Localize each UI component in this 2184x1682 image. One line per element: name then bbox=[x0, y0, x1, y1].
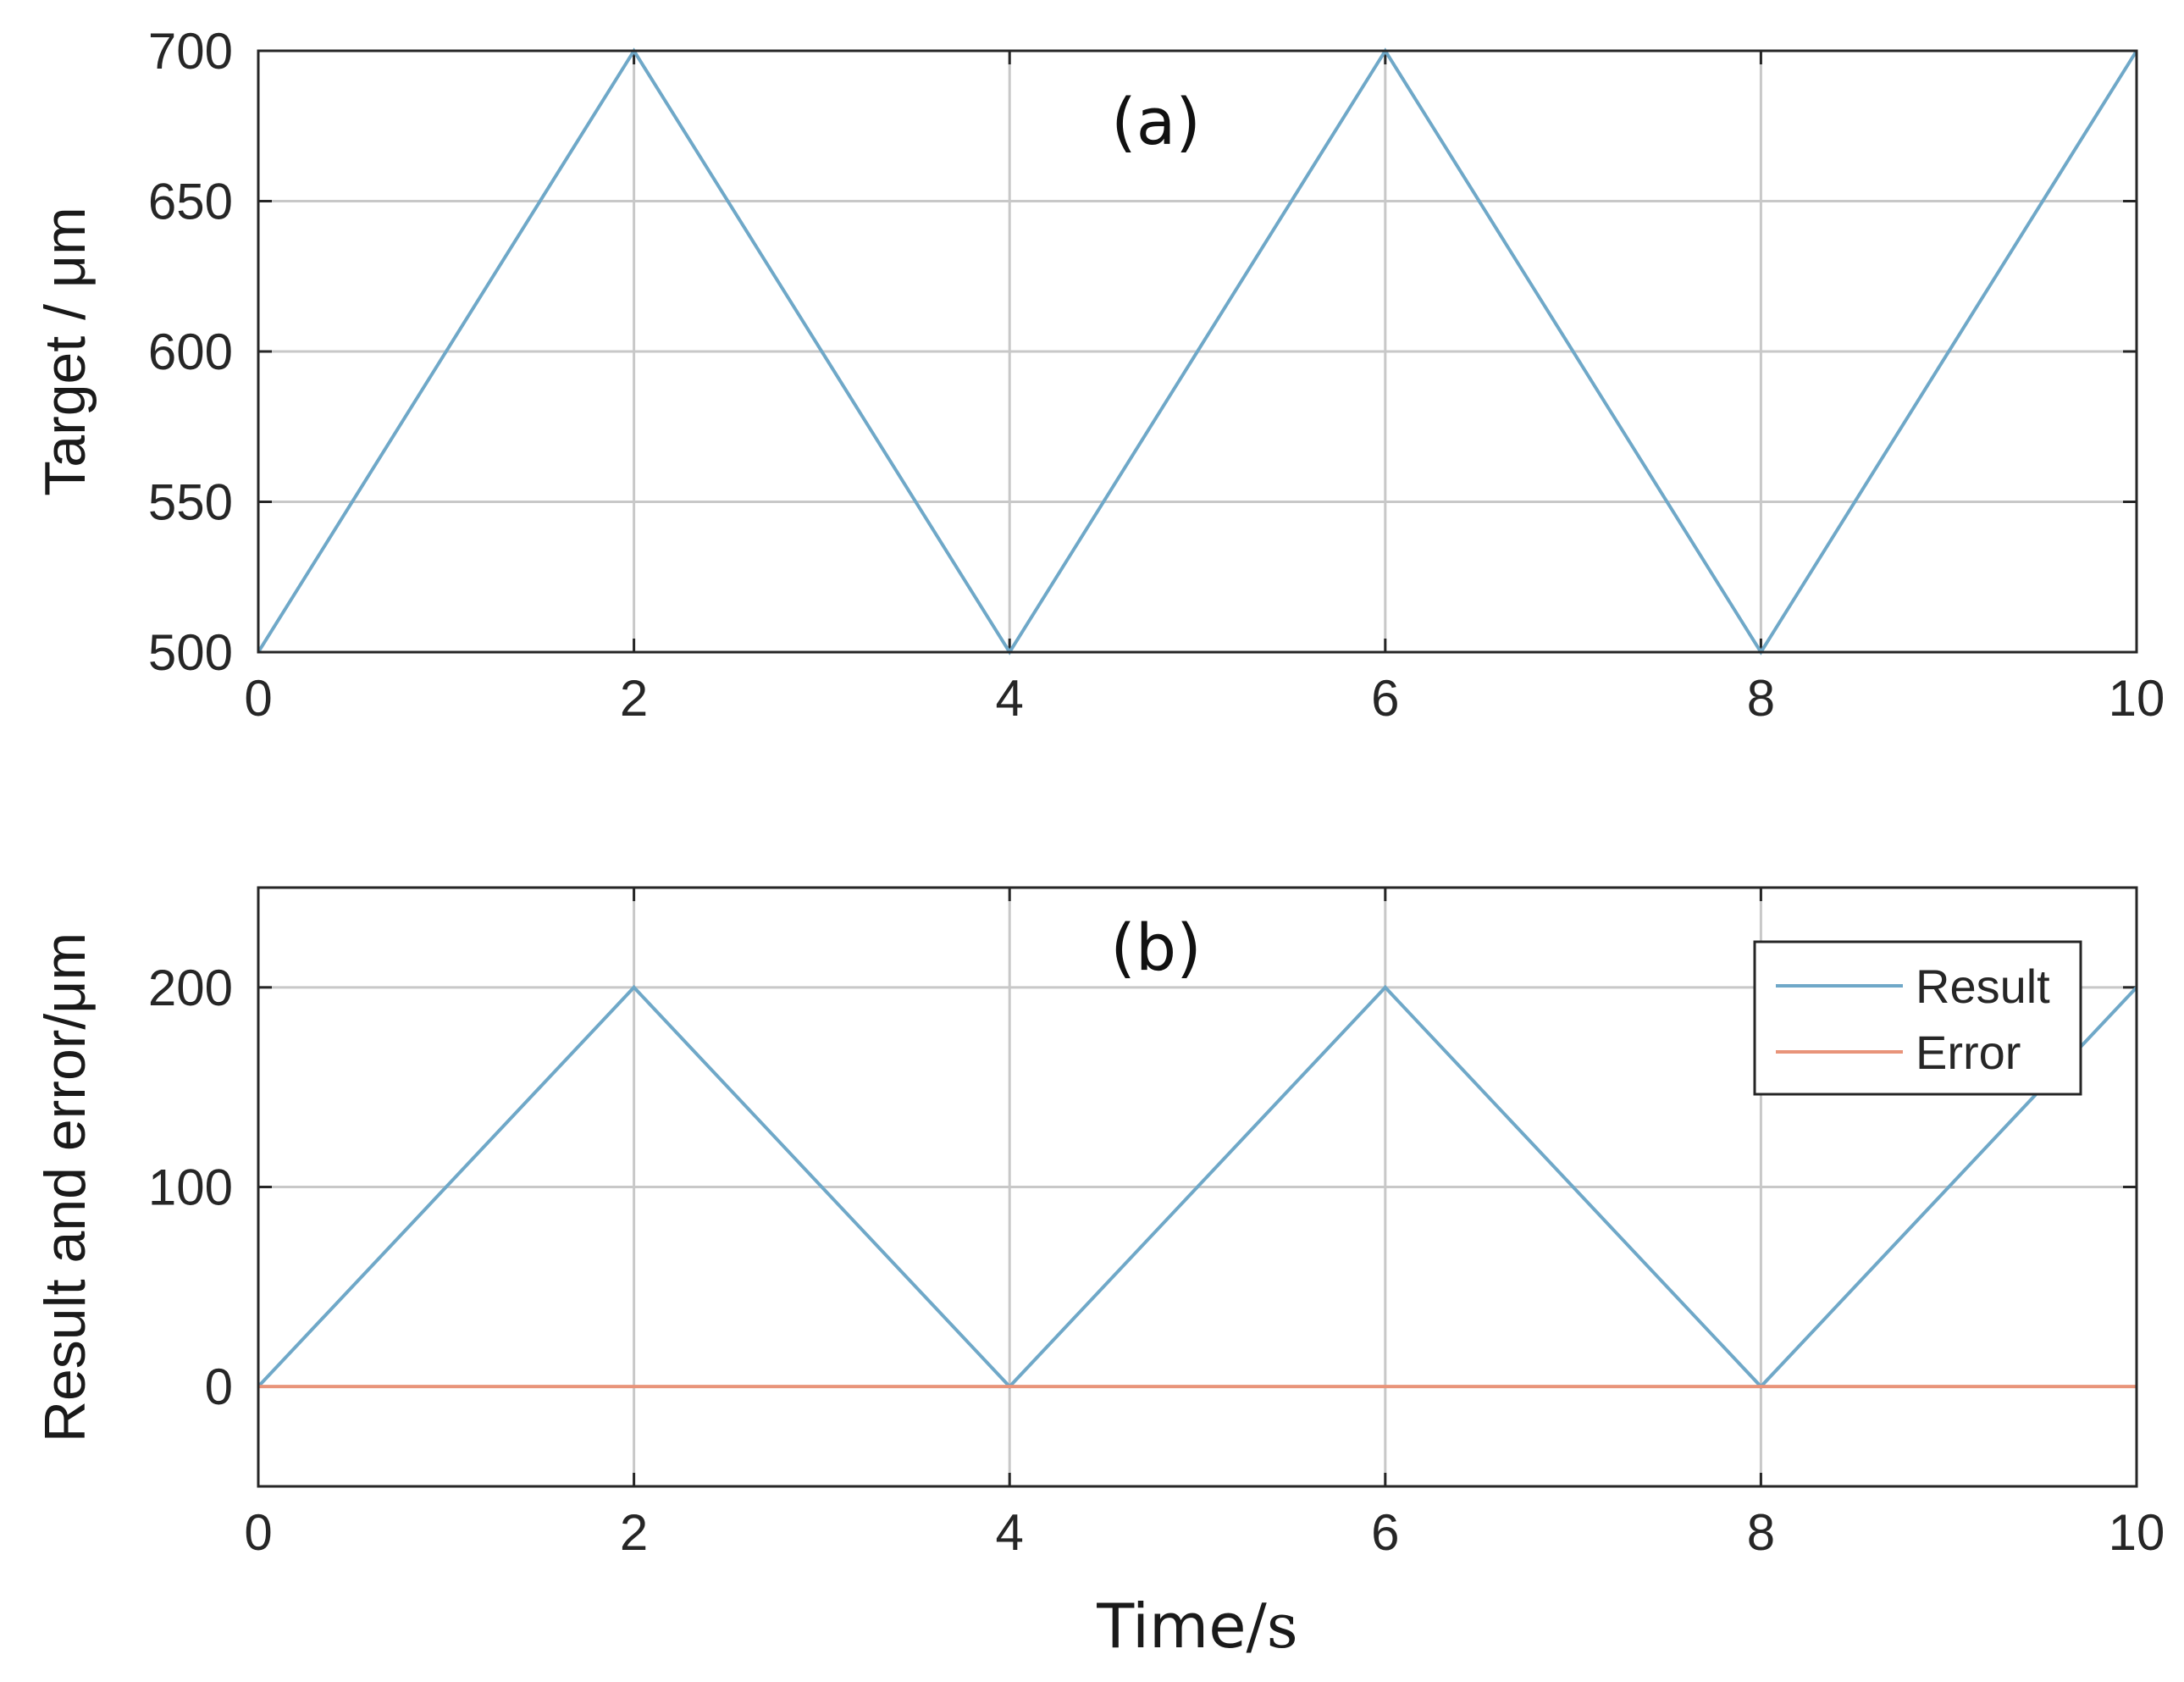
axes-frame bbox=[257, 49, 2138, 654]
y-axis-label: Result and error/μm bbox=[33, 932, 97, 1442]
x-tick-label: 2 bbox=[620, 1504, 648, 1561]
x-tick-label: 4 bbox=[996, 1504, 1024, 1561]
x-tick-label: 6 bbox=[1371, 670, 1399, 727]
legend-box bbox=[1753, 940, 2082, 1096]
y-tick-label: 100 bbox=[148, 1159, 233, 1216]
x-tick-label: 4 bbox=[996, 670, 1024, 727]
x-axis-label: Time/s bbox=[1096, 1591, 1297, 1662]
x-tick-label: 10 bbox=[2109, 670, 2165, 727]
series-line-result bbox=[257, 984, 2138, 1390]
legend-label-result: Result bbox=[1916, 960, 2050, 1013]
x-tick-label: 8 bbox=[1747, 670, 1775, 727]
legend-label-error: Error bbox=[1916, 1026, 2021, 1079]
legend: Result Error bbox=[1753, 940, 2082, 1096]
x-tick-label: 6 bbox=[1371, 1504, 1399, 1561]
panel-a: 0 2 4 6 8 10 500 550 600 650 700 (a) Target / μm bbox=[33, 23, 2165, 727]
y-tick-label: 550 bbox=[148, 474, 233, 531]
y-tick-label: 0 bbox=[205, 1358, 233, 1415]
panel-label: (a) bbox=[1111, 84, 1201, 159]
x-tick-label: 0 bbox=[244, 670, 272, 727]
y-tick-label: 600 bbox=[148, 324, 233, 380]
x-tick-label: 10 bbox=[2109, 1504, 2165, 1561]
y-tick-label: 500 bbox=[148, 624, 233, 681]
x-tick-label: 8 bbox=[1747, 1504, 1775, 1561]
axes-frame bbox=[257, 886, 2138, 1488]
y-tick-label: 650 bbox=[148, 174, 233, 230]
series-line bbox=[257, 47, 2138, 656]
y-tick-label: 200 bbox=[148, 960, 233, 1016]
y-axis-label: Target / μm bbox=[33, 207, 97, 496]
x-tick-label: 0 bbox=[244, 1504, 272, 1561]
y-tick-label: 700 bbox=[148, 23, 233, 80]
panel-label: (b) bbox=[1110, 910, 1202, 985]
x-tick-label: 2 bbox=[620, 670, 648, 727]
